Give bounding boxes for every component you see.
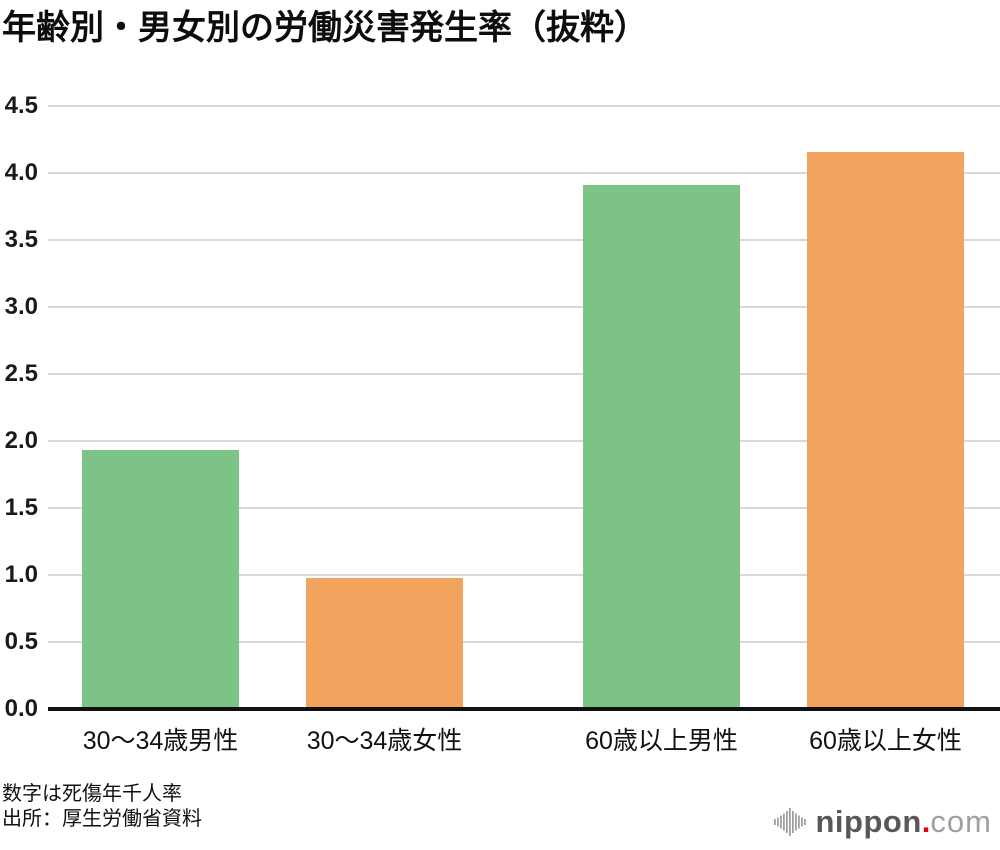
- y-tick-label: 3.5: [4, 226, 38, 253]
- y-tick-label: 2.5: [4, 360, 38, 387]
- x-category-label: 60歳以上男性: [585, 727, 738, 755]
- note-unit: 数字は死傷年千人率: [2, 783, 182, 805]
- footnotes: 数字は死傷年千人率 出所：厚生労働省資料: [2, 782, 202, 832]
- gridline: [48, 239, 1000, 241]
- bar-60歳以上女性: [807, 152, 964, 709]
- gridline: [48, 641, 1000, 643]
- y-tick-label: 4.0: [4, 159, 38, 186]
- gridline: [48, 373, 1000, 375]
- gridline: [48, 306, 1000, 308]
- soundwave-icon: [773, 808, 806, 836]
- x-category-label: 60歳以上女性: [809, 727, 962, 755]
- logo-name-text: nippon: [815, 804, 922, 839]
- y-tick-label: 1.0: [4, 561, 38, 588]
- nippon-logo: nippon. com: [772, 802, 993, 842]
- bar-30〜34歳女性: [306, 578, 463, 709]
- gridline: [48, 574, 1000, 576]
- logo-tld-text: com: [930, 804, 992, 839]
- bar-60歳以上男性: [583, 185, 740, 709]
- gridline: [48, 507, 1000, 509]
- y-tick-label: 2.0: [4, 427, 38, 454]
- y-tick-label: 3.0: [4, 293, 38, 320]
- x-category-label: 30〜34歳男性: [82, 727, 239, 755]
- y-tick-label: 0.5: [4, 628, 38, 655]
- plot-area: [48, 105, 1000, 711]
- x-category-label: 30〜34歳女性: [306, 727, 463, 755]
- x-axis-line: [48, 707, 1000, 711]
- y-tick-label: 4.5: [4, 92, 38, 119]
- gridline: [48, 105, 1000, 107]
- note-source: 出所：厚生労働省資料: [2, 808, 202, 830]
- bar-30〜34歳男性: [82, 450, 239, 709]
- y-tick-label: 1.5: [4, 494, 38, 521]
- gridline: [48, 440, 1000, 442]
- y-tick-label: 0.0: [4, 695, 38, 722]
- gridline: [48, 172, 1000, 174]
- chart-title: 年齢別・男女別の労働災害発生率（抜粋）: [2, 9, 648, 47]
- logo-dot: .: [921, 804, 931, 839]
